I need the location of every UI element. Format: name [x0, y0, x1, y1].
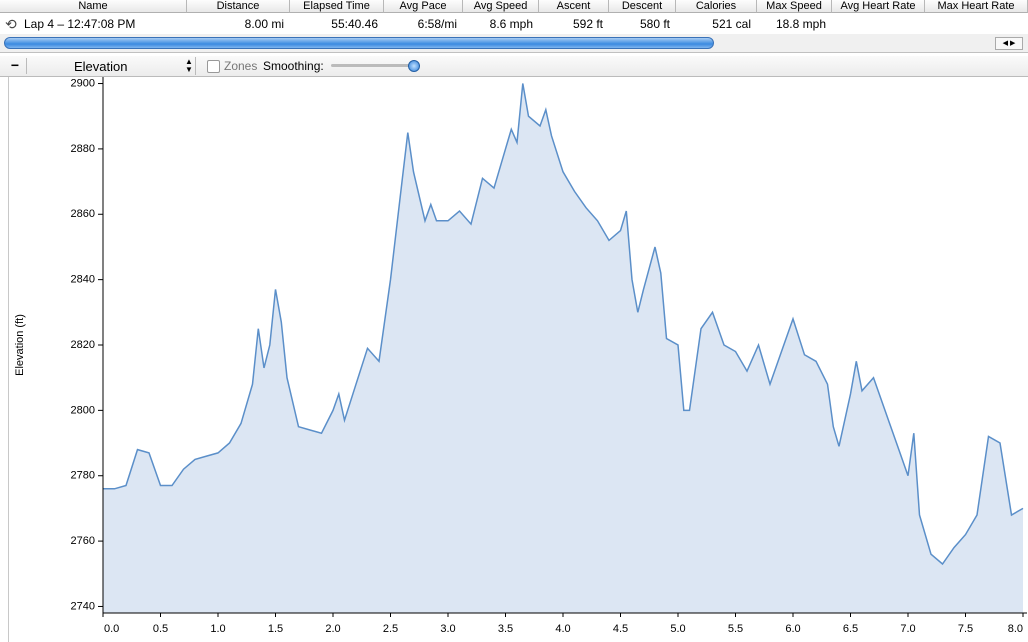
- table-cell: 6:58/mi: [417, 17, 457, 31]
- column-header[interactable]: Descent: [609, 0, 676, 13]
- y-tick-label: 2860: [71, 208, 95, 220]
- column-header[interactable]: Avg Speed: [463, 0, 539, 13]
- scroll-arrows[interactable]: ◀ ▶: [995, 37, 1023, 50]
- y-tick-label: 2760: [71, 535, 95, 547]
- column-header[interactable]: Name: [0, 0, 187, 13]
- column-header[interactable]: Ascent: [539, 0, 609, 13]
- column-header[interactable]: Avg Pace: [384, 0, 463, 13]
- table-cell: 521 cal: [712, 17, 751, 31]
- line: [103, 83, 1024, 566]
- table-cell: 592 ft: [572, 17, 603, 31]
- y-tick-label: 2800: [71, 404, 95, 416]
- table-cell: 18.8 mph: [775, 17, 826, 31]
- column-header[interactable]: Distance: [187, 0, 290, 13]
- x-tick-label: 2.5: [383, 623, 398, 635]
- x-tick-label: 6.5: [843, 623, 858, 635]
- x-tick-label: 5.0: [670, 623, 685, 635]
- x-tick-label: 8.0: [1008, 623, 1023, 635]
- column-header[interactable]: Max Heart Rate: [925, 0, 1028, 13]
- column-header[interactable]: Calories: [676, 0, 757, 13]
- x-tick-label: 5.5: [728, 623, 743, 635]
- x-tick-label: 3.5: [498, 623, 513, 635]
- x-tick-label: 7.5: [958, 623, 973, 635]
- metric-label: Elevation: [74, 59, 128, 74]
- lap-icon: ⟲: [5, 16, 17, 32]
- y-tick-label: 2900: [71, 77, 95, 89]
- table-cell: 8.6 mph: [489, 17, 533, 31]
- x-tick-label: 0.5: [153, 623, 168, 635]
- zones-label: Zones: [224, 59, 258, 73]
- zones-checkbox[interactable]: [207, 60, 220, 73]
- table-cell: 8.00 mi: [244, 17, 284, 31]
- y-tick-label: 2740: [71, 600, 95, 612]
- area: [103, 83, 1023, 613]
- toolbar: − Elevation ▲ ▼ Zones Smoothing:: [0, 56, 1028, 77]
- scrollbar-thumb[interactable]: [4, 37, 714, 49]
- smoothing-knob[interactable]: [408, 60, 420, 72]
- y-tick-label: 2880: [71, 143, 95, 155]
- x-tick-label: 7.0: [900, 623, 915, 635]
- y-tick-label: 2820: [71, 339, 95, 351]
- column-header[interactable]: Max Speed: [757, 0, 832, 13]
- x-tick-label: 2.0: [325, 623, 340, 635]
- y-tick-label: 2840: [71, 274, 95, 286]
- collapse-button[interactable]: −: [4, 58, 27, 74]
- x-tick-label: 6.0: [785, 623, 800, 635]
- smoothing-label: Smoothing:: [263, 59, 324, 73]
- x-tick-label: 4.5: [613, 623, 628, 635]
- column-header[interactable]: Elapsed Time: [290, 0, 384, 13]
- x-tick-label: 1.0: [210, 623, 225, 635]
- scroll-area: ◀ ▶: [0, 34, 1028, 53]
- x-tick-label: 4.0: [555, 623, 570, 635]
- x-tick-label: 1.5: [268, 623, 283, 635]
- metric-select[interactable]: Elevation ▲ ▼: [28, 57, 196, 75]
- x-tick-label: 3.0: [440, 623, 455, 635]
- smoothing-track: [331, 64, 417, 67]
- select-arrows: ▲ ▼: [185, 57, 193, 74]
- table-cell: 55:40.46: [331, 17, 378, 31]
- table-cell: Lap 4 – 12:47:08 PM: [24, 17, 136, 31]
- x-tick-label: 0.0: [104, 623, 119, 635]
- table-cell: 580 ft: [639, 17, 670, 31]
- y-axis-label: Elevation (ft): [14, 314, 26, 376]
- column-header[interactable]: Avg Heart Rate: [832, 0, 925, 13]
- y-tick-label: 2780: [71, 470, 95, 482]
